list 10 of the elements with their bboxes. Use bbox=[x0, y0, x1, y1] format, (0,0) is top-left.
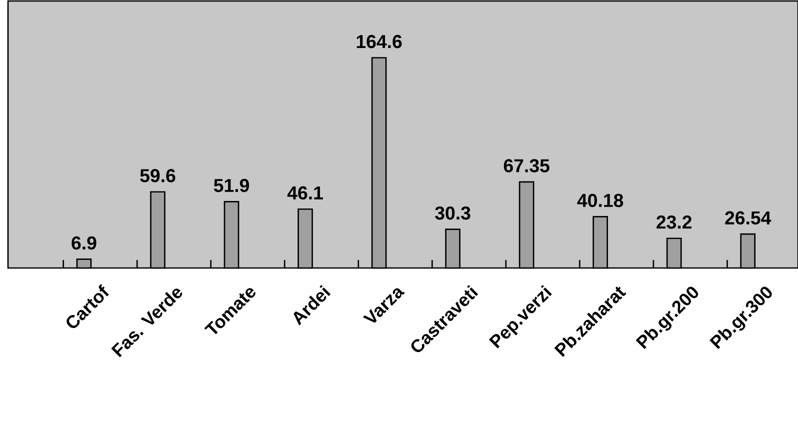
data-label: 30.3 bbox=[435, 206, 470, 220]
data-label: 40.18 bbox=[577, 194, 624, 208]
data-label: 164.6 bbox=[356, 34, 402, 48]
data-label: 59.6 bbox=[140, 169, 176, 182]
data-label: 46.1 bbox=[287, 186, 323, 200]
data-label: 23.2 bbox=[656, 216, 692, 229]
data-label: 6.9 bbox=[72, 236, 96, 250]
data-label: 51.9 bbox=[214, 178, 249, 192]
data-label: 26.54 bbox=[725, 211, 772, 225]
data-label: 67.35 bbox=[504, 159, 550, 172]
